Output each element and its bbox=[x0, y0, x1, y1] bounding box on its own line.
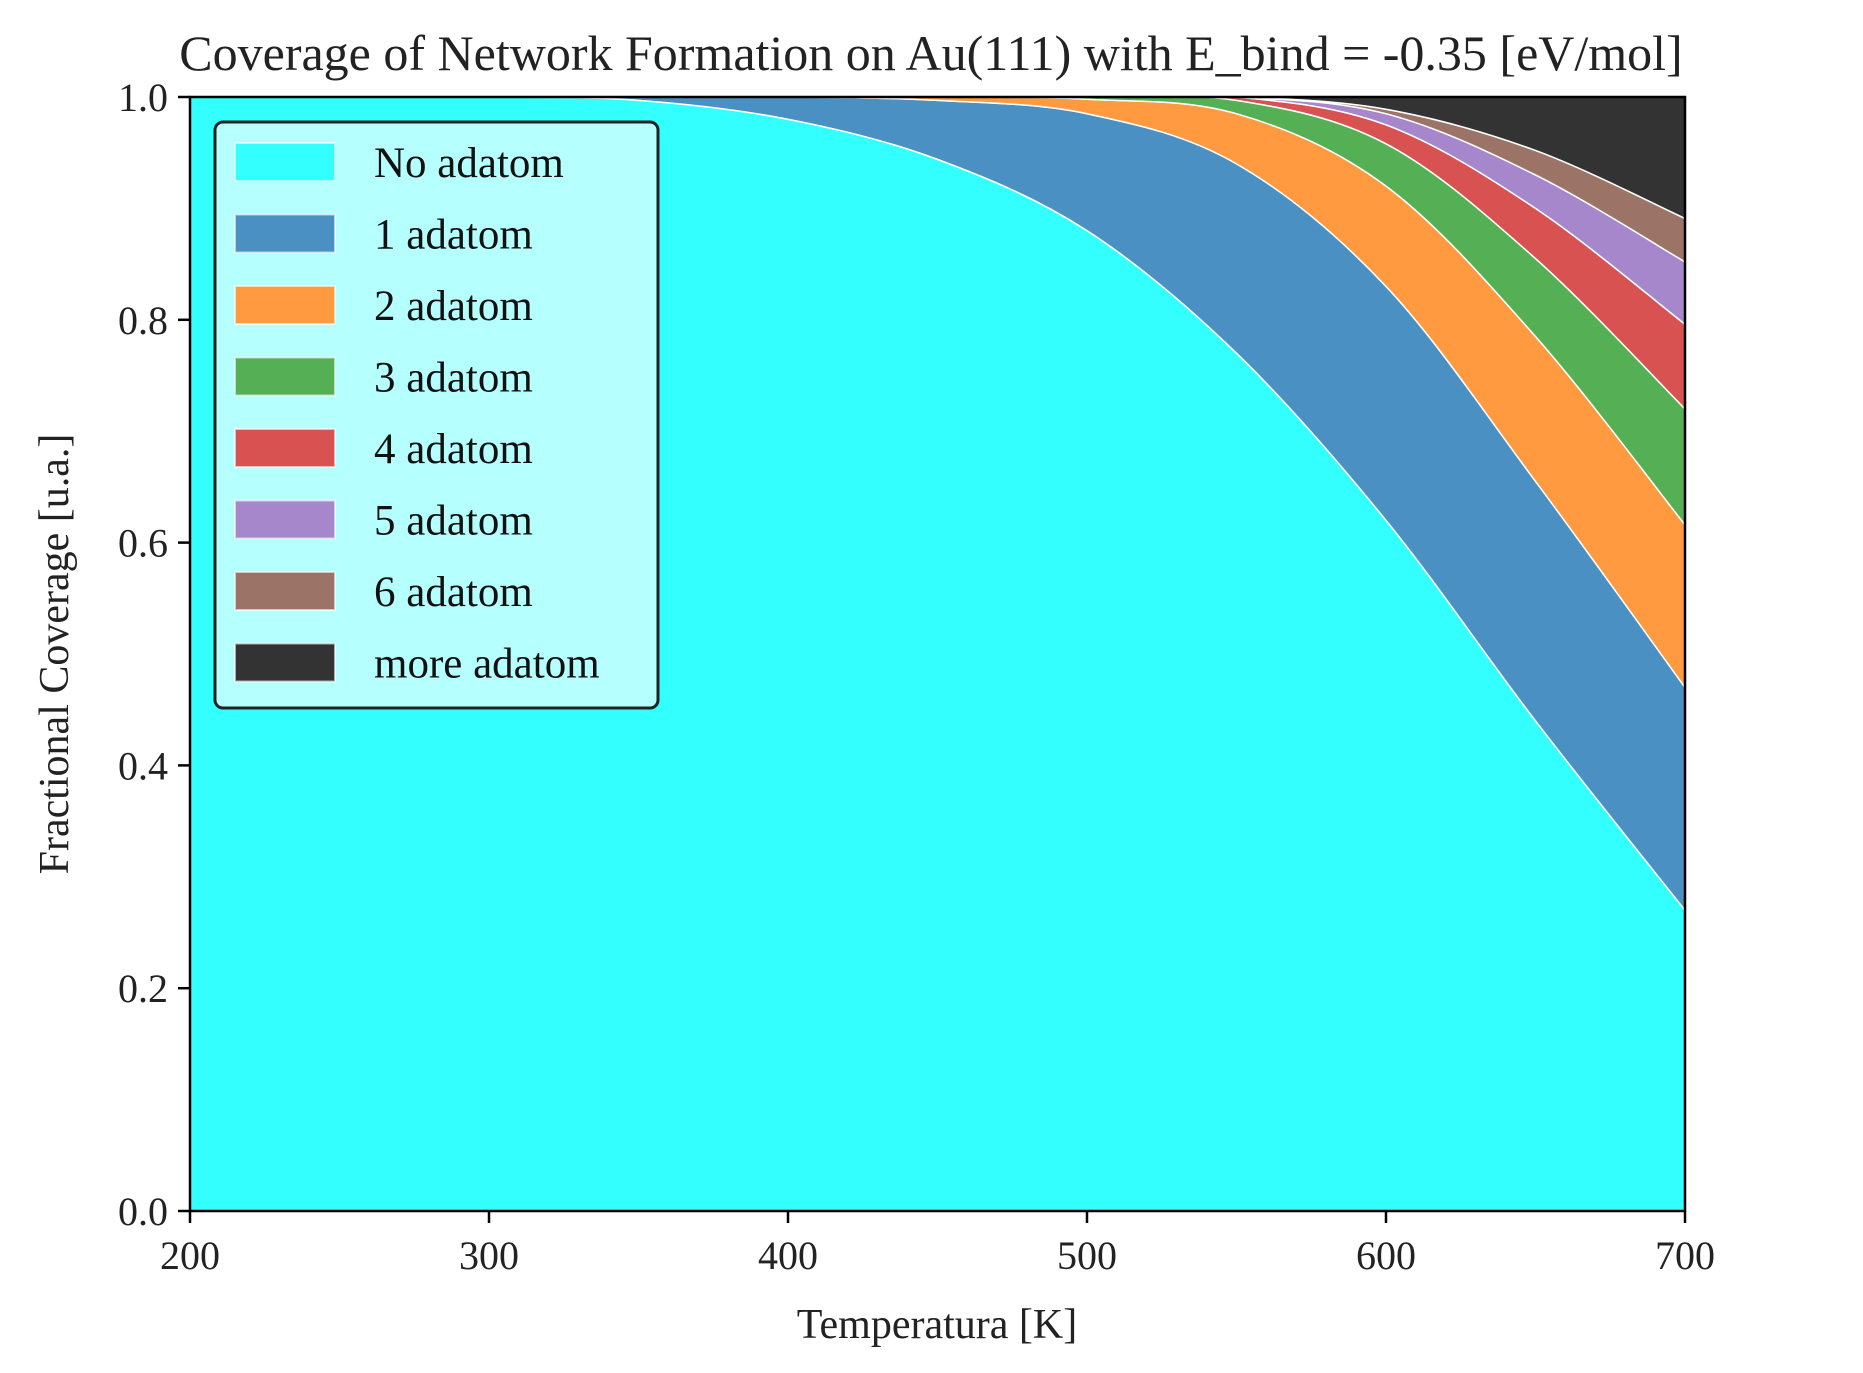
x-tick-label: 400 bbox=[758, 1233, 818, 1278]
x-tick-label: 700 bbox=[1655, 1233, 1715, 1278]
legend: No adatom 1 adatom 2 adatom 3 adatom 4 adato… bbox=[213, 120, 660, 710]
y-tick-label: 0.8 bbox=[118, 298, 168, 343]
legend-swatch-6-adatom bbox=[234, 571, 336, 611]
x-axis: 200 300 400 500 600 700 bbox=[160, 1211, 1715, 1278]
legend-swatch-5-adatom bbox=[234, 499, 336, 540]
legend-label-4-adatom: 4 adatom bbox=[374, 426, 533, 473]
x-axis-label: Temperatura [K] bbox=[797, 1302, 1077, 1348]
legend-swatch-no-adatom bbox=[234, 142, 336, 182]
x-tick-label: 600 bbox=[1356, 1233, 1416, 1278]
legend-swatch-2-adatom bbox=[234, 285, 336, 325]
x-tick-label: 200 bbox=[160, 1233, 220, 1278]
y-axis-label: Fractional Coverage [u.a.] bbox=[32, 434, 78, 875]
x-tick-label: 300 bbox=[459, 1233, 519, 1278]
chart-title: Coverage of Network Formation on Au(111)… bbox=[179, 25, 1682, 81]
legend-label-no-adatom: No adatom bbox=[374, 140, 564, 187]
y-tick-label: 0.4 bbox=[118, 743, 168, 788]
legend-label-2-adatom: 2 adatom bbox=[374, 283, 533, 330]
legend-label-more-adatom: more adatom bbox=[374, 641, 600, 688]
y-axis: 0.0 0.2 0.4 0.6 0.8 1.0 bbox=[118, 75, 190, 1234]
legend-swatch-1-adatom bbox=[234, 213, 336, 254]
legend-swatch-3-adatom bbox=[234, 356, 336, 397]
legend-label-5-adatom: 5 adatom bbox=[374, 498, 533, 545]
legend-label-6-adatom: 6 adatom bbox=[374, 569, 533, 616]
y-tick-label: 0.0 bbox=[118, 1189, 168, 1234]
legend-label-1-adatom: 1 adatom bbox=[374, 212, 533, 259]
legend-swatch-4-adatom bbox=[234, 428, 336, 468]
y-tick-label: 1.0 bbox=[118, 75, 168, 120]
legend-box bbox=[213, 120, 660, 710]
legend-swatch-more-adatom bbox=[234, 642, 336, 683]
legend-label-3-adatom: 3 adatom bbox=[374, 355, 533, 402]
y-tick-label: 0.6 bbox=[118, 521, 168, 566]
y-tick-label: 0.2 bbox=[118, 966, 168, 1011]
plot-frame bbox=[188, 95, 1687, 1213]
x-tick-label: 500 bbox=[1057, 1233, 1117, 1278]
